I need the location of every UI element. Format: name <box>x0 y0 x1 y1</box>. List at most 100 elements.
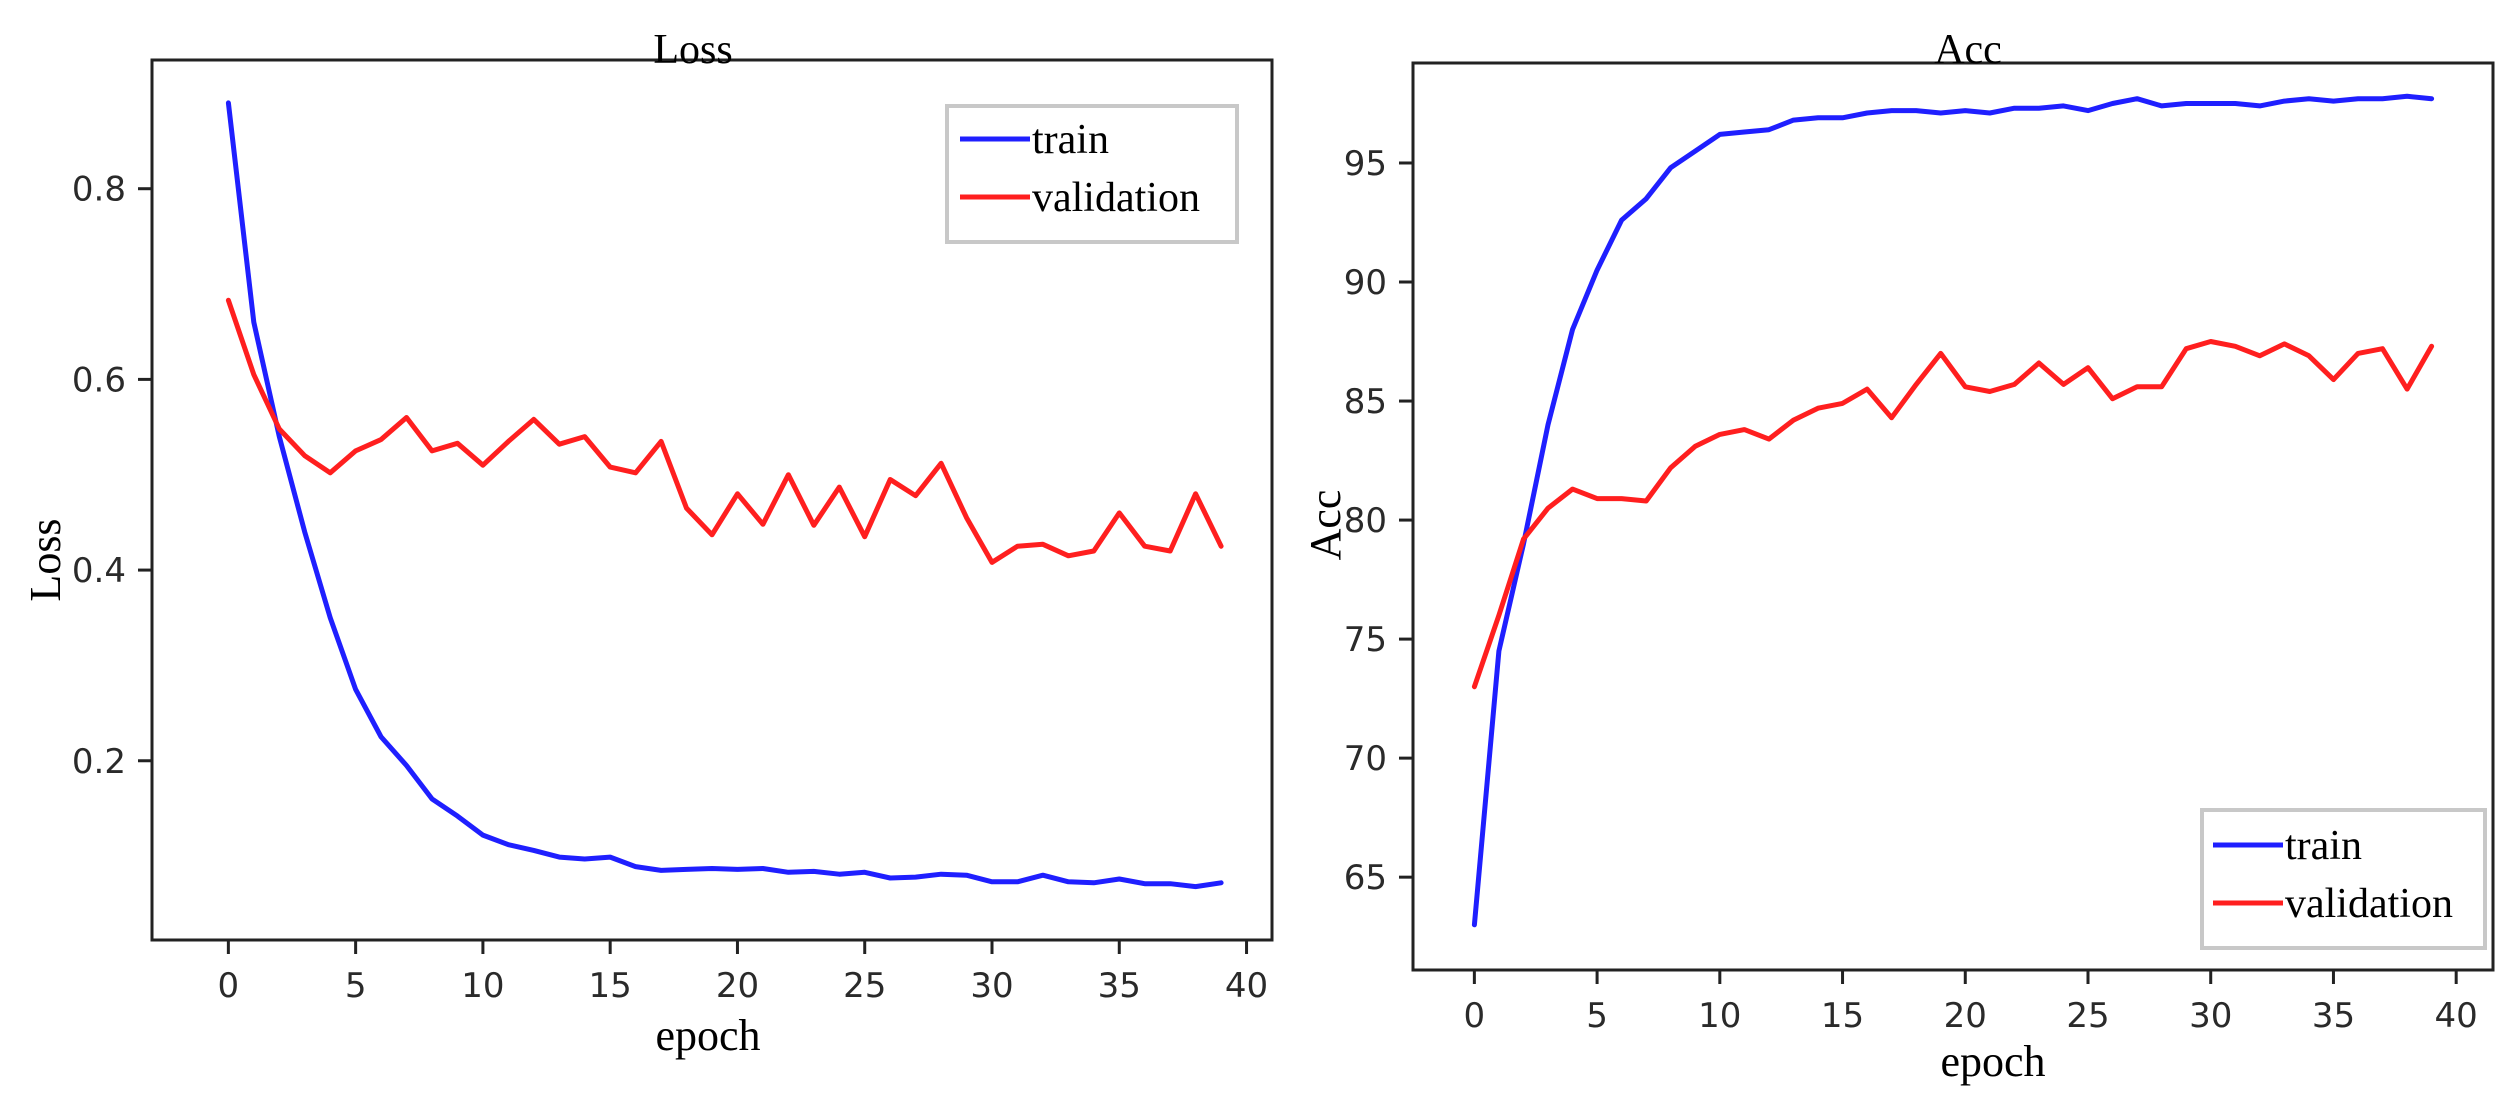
data-point-train <box>1092 881 1096 885</box>
data-point-validation <box>1015 544 1019 548</box>
data-point-train <box>405 764 409 768</box>
data-point-train <box>608 855 612 859</box>
data-point-train <box>1620 218 1624 222</box>
data-point-validation <box>837 485 841 489</box>
data-point-validation <box>2258 354 2262 358</box>
data-point-train <box>1841 116 1845 120</box>
data-point-train <box>252 320 256 324</box>
x-tick-label: 20 <box>716 966 759 1006</box>
x-axis-title: epoch <box>655 1011 760 1060</box>
data-point-validation <box>1963 385 1967 389</box>
x-tick-label: 30 <box>970 966 1013 1006</box>
data-point-validation <box>1546 506 1550 510</box>
chart-loss: Loss 0 5 10 15 20 25 30 35 40 0.2 0.4 0.6 0.8 epoch Los… <box>21 27 1274 1060</box>
data-point-validation <box>1767 437 1771 441</box>
x-tick-label: 10 <box>1698 996 1741 1036</box>
data-point-validation <box>863 535 867 539</box>
data-point-train <box>1194 885 1198 889</box>
data-point-validation <box>328 471 332 475</box>
data-point-validation <box>481 463 485 467</box>
data-point-validation <box>634 471 638 475</box>
x-tick-label: 5 <box>1586 996 1608 1036</box>
data-point-train <box>1015 880 1019 884</box>
data-point-validation <box>812 523 816 527</box>
y-tick-label: 0.8 <box>72 170 126 210</box>
data-point-train <box>659 868 663 872</box>
data-point-validation <box>1620 497 1624 501</box>
data-point-train <box>532 848 536 852</box>
data-point-validation <box>2012 382 2016 386</box>
data-point-validation <box>405 416 409 420</box>
data-point-validation <box>1066 554 1070 558</box>
data-point-validation <box>1168 549 1172 553</box>
data-point-validation <box>990 560 994 564</box>
data-point-validation <box>1571 487 1575 491</box>
data-point-train <box>2258 104 2262 108</box>
y-tick-label: 85 <box>1344 382 1387 422</box>
y-tick-label: 80 <box>1344 501 1387 541</box>
data-point-train <box>1791 118 1795 122</box>
data-point-train <box>1865 111 1869 115</box>
data-point-train <box>455 814 459 818</box>
data-point-validation <box>2209 340 2213 344</box>
chart-title: Loss <box>653 27 732 73</box>
data-point-train <box>1472 923 1476 927</box>
legend-box <box>2200 808 2487 950</box>
data-point-validation <box>761 522 765 526</box>
x-tick-label: 10 <box>461 966 504 1006</box>
data-point-validation <box>1669 466 1673 470</box>
data-point-validation <box>710 533 714 537</box>
y-tick-label: 0.4 <box>72 551 126 591</box>
data-point-validation <box>277 427 281 431</box>
y-axis-title: Acc <box>1301 490 1350 561</box>
x-tick-label: 5 <box>345 966 367 1006</box>
data-point-train <box>2037 106 2041 110</box>
data-point-validation <box>583 435 587 439</box>
legend-label-validation: validation <box>2285 881 2453 927</box>
data-point-validation <box>354 449 358 453</box>
data-point-validation <box>557 442 561 446</box>
data-point-validation <box>455 441 459 445</box>
x-tick-label: 35 <box>1098 966 1141 1006</box>
data-point-validation <box>1219 544 1223 548</box>
x-tick-label: 15 <box>589 966 632 1006</box>
data-point-train <box>277 435 281 439</box>
data-point-train <box>430 797 434 801</box>
data-point-validation <box>1194 492 1198 496</box>
data-point-train <box>2356 97 2360 101</box>
data-point-train <box>1693 149 1697 153</box>
data-point-train <box>965 873 969 877</box>
data-point-train <box>506 843 510 847</box>
data-point-validation <box>1693 444 1697 448</box>
data-point-train <box>583 857 587 861</box>
plot-frame <box>1411 61 2495 972</box>
data-point-train <box>1767 128 1771 132</box>
data-point-validation <box>786 473 790 477</box>
data-point-train <box>888 876 892 880</box>
legend: train validation <box>2200 808 2487 950</box>
x-tick-label: 35 <box>2312 996 2355 1036</box>
x-tick-label: 40 <box>2435 996 2478 1036</box>
data-point-train <box>735 867 739 871</box>
data-point-train <box>1963 109 1967 113</box>
x-tick-label: 25 <box>843 966 886 1006</box>
data-point-validation <box>430 449 434 453</box>
data-point-train <box>1168 882 1172 886</box>
data-point-validation <box>608 465 612 469</box>
data-point-train <box>1117 877 1121 881</box>
data-point-train <box>1644 197 1648 201</box>
data-point-train <box>379 735 383 739</box>
data-point-validation <box>532 417 536 421</box>
data-point-validation <box>2160 385 2164 389</box>
data-point-train <box>1571 328 1575 332</box>
data-point-validation <box>2061 382 2065 386</box>
data-point-train <box>837 872 841 876</box>
series-line-validation <box>225 297 1224 565</box>
data-point-validation <box>1816 406 1820 410</box>
data-point-train <box>354 687 358 691</box>
data-point-validation <box>1742 428 1746 432</box>
data-point-train <box>2405 94 2409 98</box>
y-tick-label: 65 <box>1344 858 1387 898</box>
chart-title: Acc <box>1934 27 2002 73</box>
